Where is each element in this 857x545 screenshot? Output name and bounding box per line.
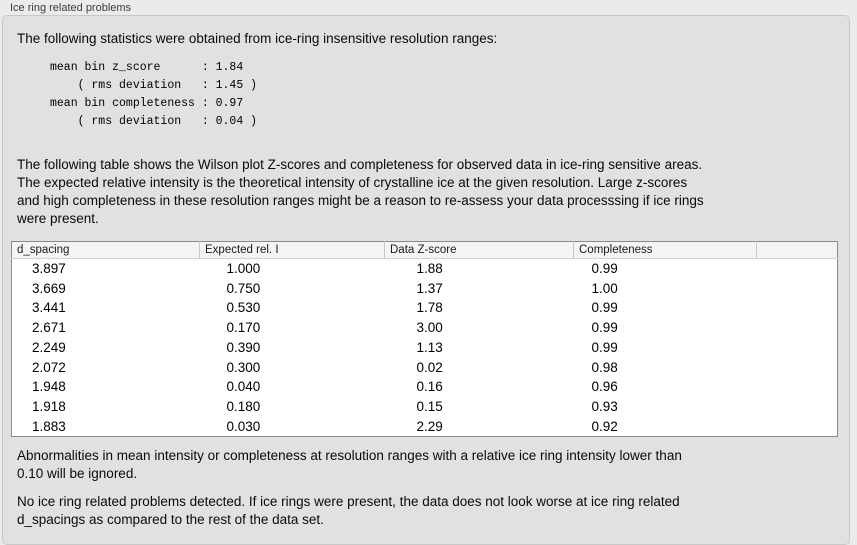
table-cell: 0.99	[591, 339, 618, 355]
table-cell-spacer	[757, 318, 838, 338]
groupbox-title: Ice ring related problems	[10, 2, 132, 14]
table-cell: 1.88	[416, 261, 443, 276]
table-cell: 0.99	[591, 320, 618, 336]
table-cell: 0.02	[416, 359, 443, 375]
table-cell: 0.99	[591, 261, 618, 276]
table-cell-spacer	[757, 279, 838, 299]
table-header-row: d_spacing Expected rel. I Data Z-score Comp…	[11, 241, 838, 259]
table-cell-spacer	[757, 259, 838, 279]
table-cell: 0.390	[226, 339, 261, 355]
table-cell: 0.170	[226, 320, 261, 336]
table-cell: 3.441	[32, 300, 66, 316]
table-row[interactable]: 3.897 1.000 1.88 0.99	[12, 259, 838, 279]
column-header-completeness[interactable]: Completeness	[573, 241, 757, 259]
table-row[interactable]: 1.918 0.180 0.15 0.93	[12, 397, 838, 417]
column-header-spacer[interactable]	[756, 241, 838, 259]
table-cell: 0.180	[226, 398, 261, 414]
table-cell: 2.072	[32, 359, 66, 375]
column-header-expected-rel-i[interactable]: Expected rel. I	[199, 241, 385, 259]
table-row[interactable]: 2.072 0.300 0.02 0.98	[12, 358, 838, 378]
table-cell: 0.750	[226, 280, 261, 296]
ice-ring-panel: The following statistics were obtained f…	[2, 15, 850, 545]
column-header-data-z-score[interactable]: Data Z-score	[384, 241, 574, 259]
table-cell: 1.13	[416, 339, 443, 355]
table-cell: 3.897	[32, 261, 66, 276]
table-cell-spacer	[757, 417, 838, 437]
table-cell-spacer	[757, 397, 838, 417]
table-row[interactable]: 2.249 0.390 1.13 0.99	[12, 338, 838, 358]
table-cell-spacer	[757, 358, 838, 378]
ignore-threshold-note: Abnormalities in mean intensity or compl…	[17, 448, 682, 482]
table-row[interactable]: 3.441 0.530 1.78 0.99	[12, 298, 838, 318]
table-row[interactable]: 1.948 0.040 0.16 0.96	[12, 377, 838, 397]
table-cell-spacer	[757, 338, 838, 358]
table-cell: 0.99	[591, 300, 618, 316]
table-description: The following table shows the Wilson plo…	[17, 157, 704, 226]
table-cell: 0.98	[591, 359, 618, 375]
column-header-d-spacing[interactable]: d_spacing	[11, 241, 200, 259]
table-cell: 0.16	[416, 379, 443, 395]
table-cell: 2.249	[32, 339, 66, 355]
table-row[interactable]: 1.883 0.030 2.29 0.92	[12, 417, 838, 437]
table-row[interactable]: 3.669 0.750 1.37 1.00	[12, 279, 838, 299]
table-cell: 0.93	[591, 398, 618, 414]
intro-text: The following statistics were obtained f…	[17, 31, 498, 46]
table-cell: 2.671	[32, 320, 66, 336]
table-cell: 1.37	[416, 280, 443, 296]
table-cell: 0.300	[226, 359, 261, 375]
table-cell: 0.530	[226, 300, 261, 316]
conclusion-text: No ice ring related problems detected. I…	[17, 494, 680, 528]
stats-summary: mean bin z_score : 1.84 ( rms deviation …	[50, 61, 258, 128]
table-cell: 0.92	[591, 418, 618, 434]
table-cell: 3.669	[32, 280, 66, 296]
table-cell: 1.00	[591, 280, 618, 296]
table-cell: 2.29	[416, 418, 443, 434]
table-cell-spacer	[757, 377, 838, 397]
table-cell: 0.040	[226, 379, 261, 395]
table-cell: 3.00	[416, 320, 443, 336]
table-cell: 0.96	[591, 379, 618, 395]
table-cell: 1.883	[32, 418, 66, 434]
table-cell: 1.918	[32, 398, 66, 414]
table-cell: 0.15	[416, 398, 443, 414]
table-cell: 1.948	[32, 379, 66, 395]
ice-ring-table: d_spacing Expected rel. I Data Z-score Comp…	[11, 241, 838, 438]
table-cell: 1.000	[226, 261, 261, 276]
table-row[interactable]: 2.671 0.170 3.00 0.99	[12, 318, 838, 338]
table-body: 3.897 1.000 1.88 0.99 3.669 0.750 1.37 1.00 3.44…	[12, 259, 838, 437]
table-cell-spacer	[757, 298, 838, 318]
table-cell: 1.78	[416, 300, 443, 316]
table-cell: 0.030	[226, 418, 261, 434]
